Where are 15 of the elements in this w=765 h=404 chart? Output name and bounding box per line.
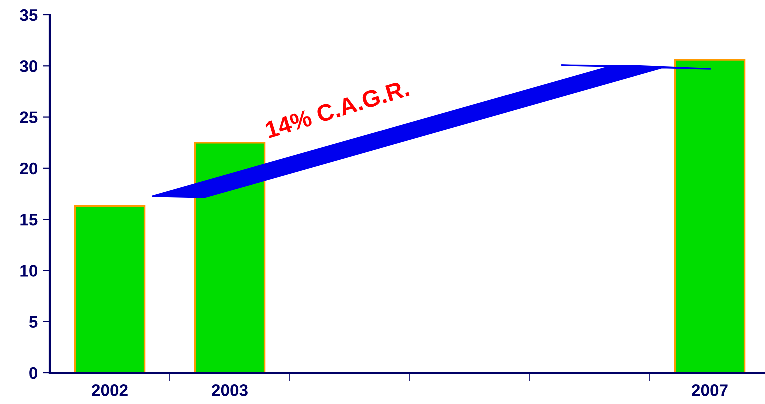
y-tick-label: 10 <box>20 265 38 277</box>
y-tick-label: 25 <box>20 112 38 124</box>
y-tick-label: 30 <box>20 60 38 72</box>
bar <box>674 59 746 373</box>
y-tick-label: 20 <box>20 162 38 175</box>
x-tick-label: 2002 <box>92 384 128 396</box>
x-tick-label: 2007 <box>692 384 728 396</box>
x-tick-label: 2003 <box>212 384 248 396</box>
bar <box>194 142 266 373</box>
y-tick-label: 15 <box>20 214 38 226</box>
y-tick-label: 0 <box>30 367 38 380</box>
annotation: 14% C.A.G.R. <box>264 80 410 139</box>
bar <box>74 205 146 373</box>
y-tick-label: 35 <box>20 9 38 22</box>
y-tick-label: 5 <box>29 316 38 328</box>
